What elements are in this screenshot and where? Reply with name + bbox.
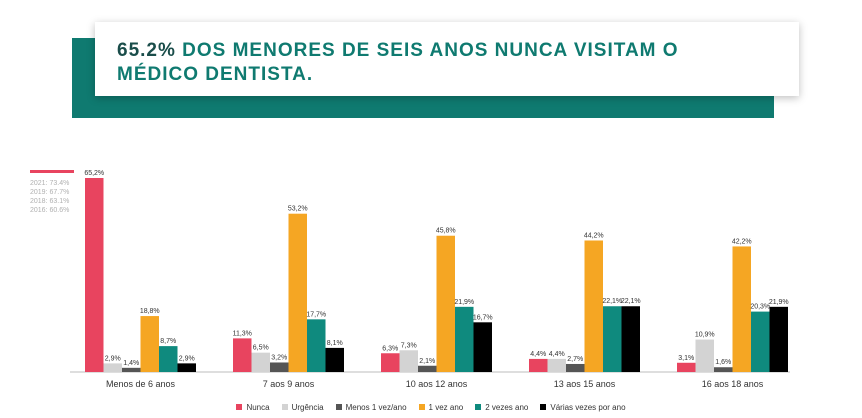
data-label: 2,7% <box>567 356 583 363</box>
bar <box>473 322 492 372</box>
legend-item: 1 vez ano <box>418 402 464 412</box>
chart-legend: Nunca Urgência Menos 1 vez/ano 1 vez ano 2 v… <box>0 400 862 414</box>
bar <box>85 178 104 372</box>
legend-swatch <box>540 404 547 410</box>
data-label: 8,1% <box>327 340 343 347</box>
legend-item: Urgência <box>281 402 324 412</box>
bar <box>584 240 603 372</box>
data-label: 42,2% <box>732 238 752 245</box>
history-item: 2016: 60.6% <box>30 207 70 214</box>
bar <box>270 362 289 372</box>
history-item: 2019: 67.7% <box>30 189 70 196</box>
header-card: 65.2% DOS MENORES DE SEIS ANOS NUNCA VIS… <box>95 22 799 96</box>
data-label: 18,8% <box>140 308 160 315</box>
legend-label: Nunca <box>246 402 270 412</box>
data-label: 16,7% <box>473 314 493 321</box>
legend-label: Urgência <box>291 402 324 412</box>
data-label: 3,1% <box>678 355 694 362</box>
bar <box>159 346 178 372</box>
data-label: 1,4% <box>123 360 139 367</box>
data-label: 65,2% <box>84 170 104 177</box>
legend-swatch <box>418 404 425 410</box>
category-label: 7 aos 9 anos <box>263 379 315 389</box>
legend-item: Menos 1 vez/ano <box>335 402 407 412</box>
data-label: 6,3% <box>382 345 398 352</box>
category-label: 16 aos 18 anos <box>702 379 764 389</box>
data-label: 1,6% <box>715 359 731 366</box>
bar <box>307 319 326 372</box>
data-label: 4,4% <box>549 351 565 358</box>
data-label: 4,4% <box>530 351 546 358</box>
legend-label: 1 vez ano <box>428 402 464 412</box>
legend-swatch <box>236 404 243 410</box>
data-label: 17,7% <box>306 311 326 318</box>
legend-item: Nunca <box>236 402 270 412</box>
history-line <box>30 170 74 173</box>
data-label: 21,9% <box>769 299 789 306</box>
data-label: 22,1% <box>621 298 641 305</box>
data-label: 3,2% <box>271 354 287 361</box>
bar <box>140 316 159 372</box>
bar <box>732 246 751 372</box>
data-label: 2,9% <box>105 355 121 362</box>
bar <box>399 350 418 372</box>
bar <box>566 363 585 372</box>
bar <box>455 306 474 372</box>
title-text: DOS MENORES DE SEIS ANOS NUNCA VISITAM O… <box>117 40 679 85</box>
legend-label: 2 vezes ano <box>485 402 529 412</box>
bar <box>288 213 307 372</box>
legend-swatch <box>281 404 288 410</box>
data-label: 20,3% <box>750 304 770 311</box>
bar <box>436 235 455 372</box>
bar <box>621 306 640 372</box>
data-label: 2,9% <box>179 355 195 362</box>
bar <box>603 306 622 372</box>
bar <box>529 358 548 372</box>
data-label: 8,7% <box>160 338 176 345</box>
bar <box>751 311 770 372</box>
category-label: 10 aos 12 anos <box>406 379 468 389</box>
legend-item: Várias vezes por ano <box>540 402 626 412</box>
history-item: 2021: 73.4% <box>30 180 70 187</box>
data-label: 10,9% <box>695 332 715 339</box>
data-label: 11,3% <box>233 330 252 337</box>
history-item: 2018: 63.1% <box>30 198 70 205</box>
data-label: 22,1% <box>602 298 622 305</box>
bar <box>233 338 252 372</box>
legend-swatch <box>335 404 342 410</box>
bar <box>547 358 566 372</box>
bar-chart: 65,2%2,9%1,4%18,8%8,7%2,9%Menos de 6 ano… <box>70 170 790 389</box>
data-label: 2,1% <box>419 358 435 365</box>
data-label: 53,2% <box>288 206 308 213</box>
bar <box>103 363 122 372</box>
legend-label: Várias vezes por ano <box>550 402 626 412</box>
bar <box>714 367 733 372</box>
legend-swatch <box>475 404 482 410</box>
data-label: 7,3% <box>401 342 417 349</box>
bar <box>769 306 788 372</box>
data-label: 6,5% <box>253 345 269 352</box>
legend-label: Menos 1 vez/ano <box>345 402 407 412</box>
category-label: Menos de 6 anos <box>106 379 176 389</box>
data-label: 44,2% <box>584 232 604 239</box>
bar <box>695 339 714 372</box>
bar <box>325 347 344 372</box>
bar <box>381 353 400 372</box>
data-label: 21,9% <box>454 299 474 306</box>
page-title: 65.2% DOS MENORES DE SEIS ANOS NUNCA VIS… <box>117 39 757 87</box>
title-highlight: 65.2% <box>117 40 176 61</box>
history-box: 2021: 73.4% 2019: 67.7% 2018: 63.1% 2016… <box>30 170 74 215</box>
legend-item: 2 vezes ano <box>475 403 528 412</box>
bar <box>177 363 196 372</box>
category-label: 13 aos 15 anos <box>554 379 616 389</box>
bar <box>251 352 270 372</box>
bar <box>122 367 141 372</box>
bar <box>418 365 437 372</box>
bar <box>677 362 696 372</box>
data-label: 45,8% <box>436 228 456 235</box>
